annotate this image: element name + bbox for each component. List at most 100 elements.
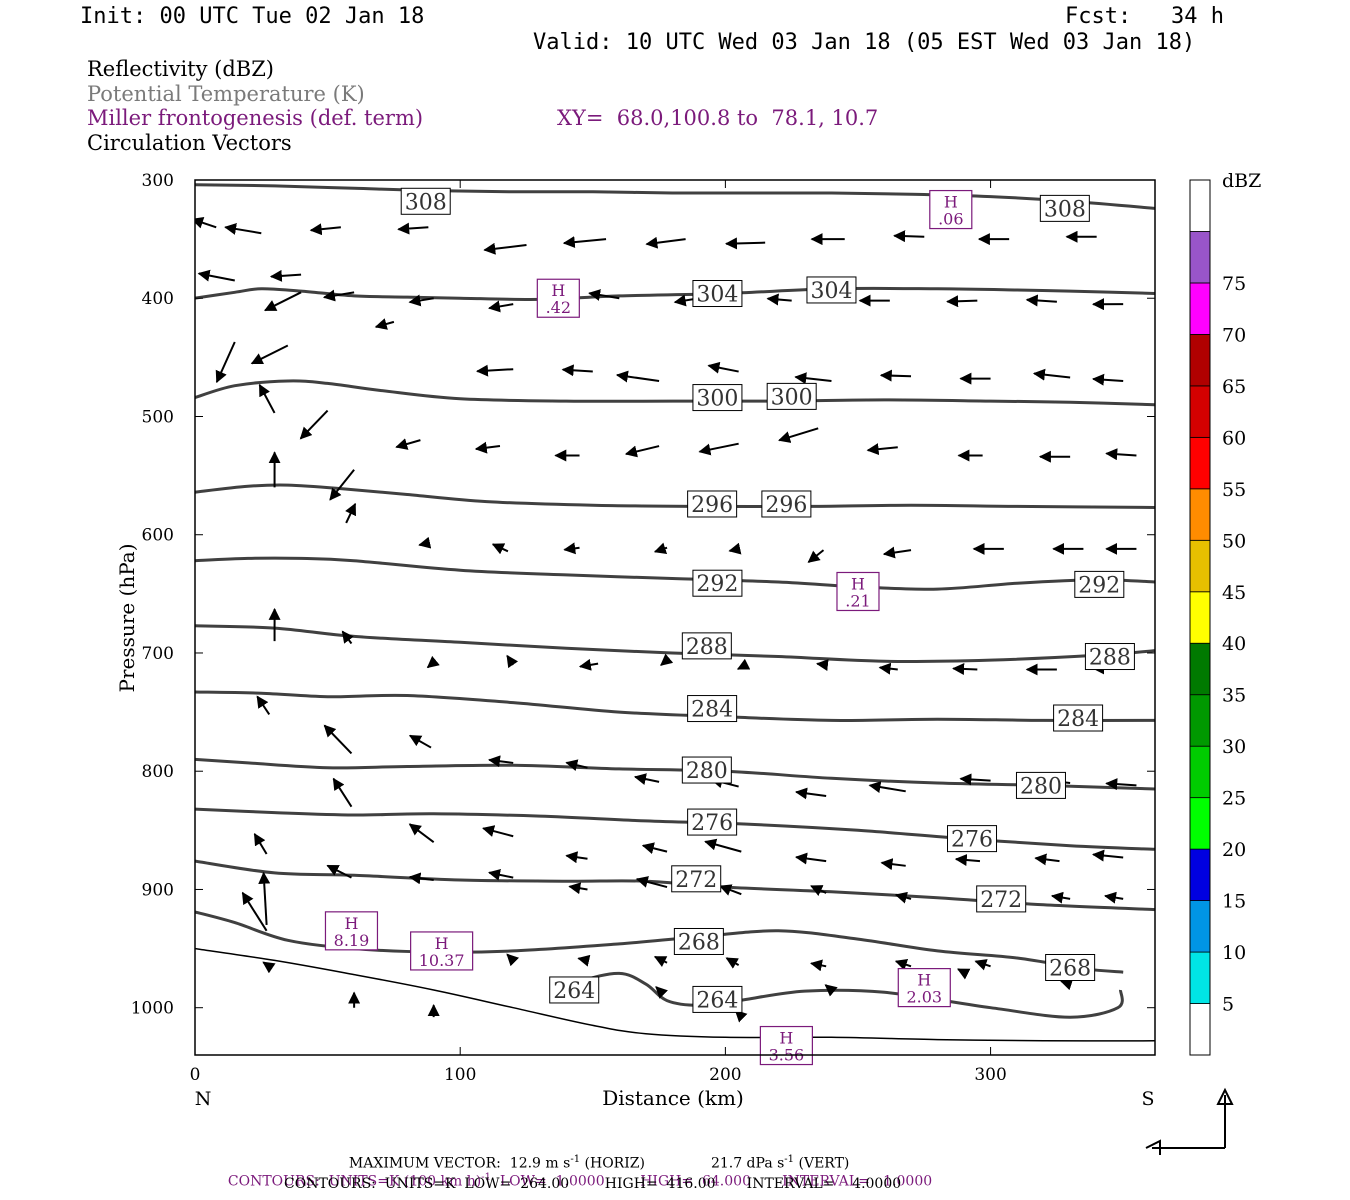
circulation-vector <box>655 986 668 999</box>
colorbar-label: 75 <box>1222 273 1246 295</box>
theta-label-box <box>761 490 812 518</box>
circulation-vector <box>974 959 991 971</box>
circulation-vector <box>577 954 591 967</box>
colorbar-title: dBZ <box>1222 170 1261 192</box>
frontogenesis-max: H.42 <box>536 278 580 318</box>
circulation-vector <box>224 223 262 235</box>
circulation-vector <box>1059 978 1074 991</box>
circulation-vector <box>954 854 981 866</box>
reference-vector-icon <box>1145 1087 1234 1155</box>
theta-label-box <box>673 927 724 955</box>
theta-label-280: 280 <box>681 756 732 784</box>
circulation-vector <box>408 294 434 307</box>
colorbar-segment <box>1189 385 1211 438</box>
circulation-vector <box>816 659 829 671</box>
colorbar-label: 15 <box>1222 891 1246 913</box>
footer-contours-theta: CONTOURS: UNITS=K LOW= 264.00 HIGH= 416.… <box>284 1176 902 1192</box>
theta-label-box <box>692 384 743 412</box>
colorbar-segment <box>1189 539 1211 593</box>
circulation-vector <box>565 759 588 772</box>
circulation-vector <box>488 300 514 313</box>
theta-label-box <box>549 976 600 1004</box>
terrain-line <box>195 947 1155 1042</box>
colorbar-label: 10 <box>1222 942 1246 964</box>
circulation-vector <box>1092 849 1124 862</box>
theta-label-288: 288 <box>1084 643 1135 671</box>
frontogenesis-max-box <box>836 571 880 612</box>
theta-label-box <box>671 865 722 893</box>
theta-label-box <box>1053 704 1104 732</box>
colorbar-segment <box>1189 951 1211 1004</box>
frontogenesis-max-letter: H <box>944 193 958 212</box>
frontogenesis-max-value: .06 <box>938 210 963 229</box>
circulation-vector <box>893 230 925 243</box>
circulation-vector <box>624 445 660 458</box>
circulation-vector <box>707 361 739 374</box>
theta-contour-304 <box>195 286 1155 301</box>
x-endpoint-right: S <box>1141 1088 1154 1110</box>
circulation-vector <box>641 842 668 855</box>
circulation-vector <box>395 438 421 450</box>
theta-label-text: 288 <box>1089 646 1131 671</box>
theta-label-text: 296 <box>765 493 807 518</box>
frontogenesis-max-letter: H <box>344 914 358 933</box>
footer-contours-frontogenesis: CONTOURS: UNITS=K (100 km h)-1 LOW= 1.00… <box>219 1159 932 1189</box>
colorbar-frame <box>1189 179 1211 1056</box>
circulation-vector <box>561 364 593 377</box>
theta-label-text: 292 <box>1078 573 1120 598</box>
circulation-vector <box>195 217 217 229</box>
circulation-vector <box>563 542 580 555</box>
theta-label-text: 280 <box>1020 774 1062 799</box>
theta-label-text: 264 <box>553 979 595 1004</box>
circulation-vector <box>660 653 674 666</box>
frontogenesis-max-box <box>410 931 474 971</box>
y-tick-label: 700 <box>142 644 174 664</box>
circulation-vector <box>946 295 978 308</box>
theta-label-text: 284 <box>691 698 733 723</box>
colorbar-segment <box>1189 642 1211 696</box>
theta-label-box <box>1015 771 1066 799</box>
circulation-vector <box>880 858 906 871</box>
theta-label-box <box>681 756 732 784</box>
circulation-vector <box>698 442 739 456</box>
theta-contour-292 <box>195 556 1155 591</box>
circulation-vector <box>323 724 353 755</box>
theta-label-box <box>400 187 451 215</box>
theta-label-box <box>1045 954 1096 981</box>
circulation-vector <box>568 882 588 895</box>
circulation-vector <box>824 984 838 997</box>
theta-contour-308 <box>195 183 1155 210</box>
y-tick-label: 800 <box>142 762 174 782</box>
circulation-vector <box>197 269 235 282</box>
frontogenesis-max-box <box>536 278 580 318</box>
theta-label-268: 268 <box>673 927 724 955</box>
frontogenesis-max: H.21 <box>836 571 880 612</box>
theta-contour-276 <box>195 807 1155 851</box>
circulation-vector <box>894 959 912 971</box>
colorbar-segment <box>1189 488 1211 541</box>
theta-label-284: 284 <box>687 695 738 723</box>
frontogenesis-max-value: 2.03 <box>906 988 942 1007</box>
circulation-vector <box>426 655 440 669</box>
circulation-vector <box>866 443 898 456</box>
theta-label-text: 276 <box>951 828 993 853</box>
circulation-vector <box>1050 891 1071 904</box>
circulation-vector <box>704 838 742 853</box>
theta-label-box <box>1084 643 1135 671</box>
circulation-vector <box>959 773 991 786</box>
circulation-vector <box>476 364 514 377</box>
colorbar-label: 65 <box>1222 376 1246 398</box>
circulation-vector <box>408 734 432 749</box>
theta-label-296: 296 <box>687 490 738 518</box>
circulation-vector <box>309 223 341 236</box>
circulation-vector <box>341 630 354 645</box>
theta-label-text: 272 <box>675 868 717 893</box>
y-axis-label: Pressure (hPa) <box>115 544 139 693</box>
superscript: -1 <box>784 1154 795 1165</box>
circulation-vector <box>256 695 271 716</box>
circulation-vector <box>299 409 329 440</box>
theta-label-box <box>806 276 857 304</box>
theta-label-264: 264 <box>549 976 600 1004</box>
x-axis-label: Distance (km) <box>602 1086 744 1110</box>
theta-label-308: 308 <box>400 187 451 215</box>
